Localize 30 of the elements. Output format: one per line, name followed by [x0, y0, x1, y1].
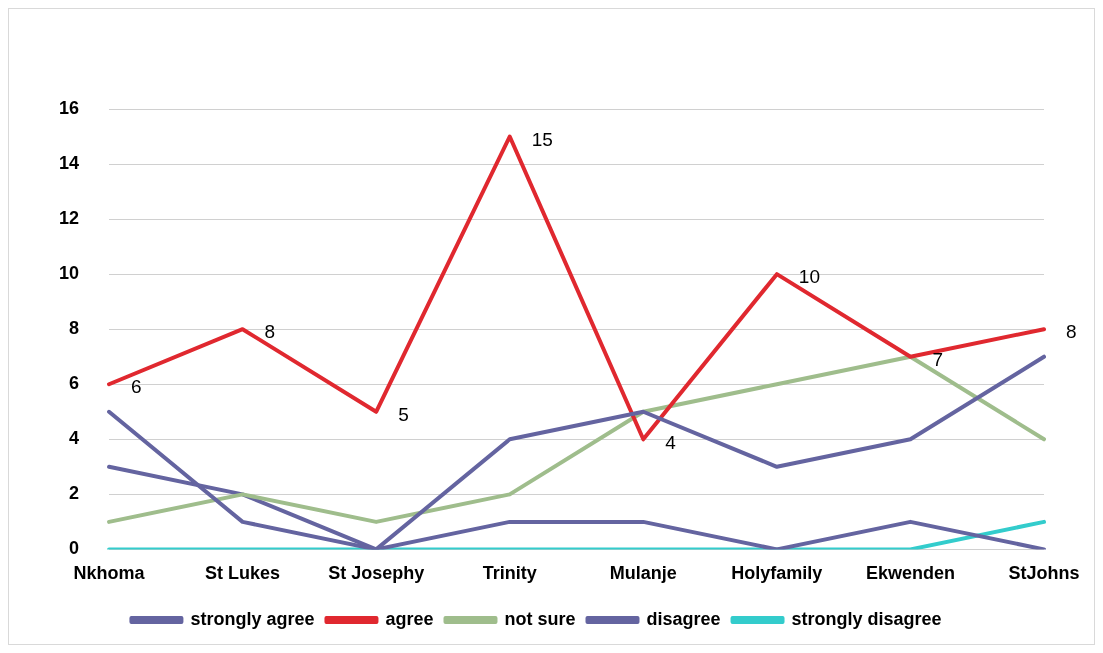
data-label: 4	[665, 431, 677, 453]
data-label: 7	[932, 348, 944, 370]
x-tick-label: Mulanje	[609, 563, 677, 584]
y-tick-label: 2	[69, 483, 80, 504]
x-tick-label: Trinity	[482, 563, 537, 584]
data-label: 8	[264, 321, 276, 343]
y-tick-label: 12	[58, 208, 80, 229]
y-tick-label: 6	[69, 373, 80, 394]
legend-label: disagree	[646, 608, 721, 629]
y-tick-label: 14	[58, 153, 80, 174]
y-tick-label: 4	[69, 428, 80, 449]
data-label: 5	[398, 404, 409, 426]
data-label: 8	[1066, 321, 1077, 343]
legend-label: strongly disagree	[791, 608, 942, 629]
y-tick-label: 16	[58, 97, 80, 118]
data-label: 10	[798, 266, 820, 288]
x-tick-label: Ekwenden	[865, 563, 955, 584]
data-label: 15	[531, 128, 553, 150]
legend-label: strongly agree	[190, 608, 315, 629]
x-tick-label: StJohns	[1008, 563, 1080, 584]
x-tick-label: St Lukes	[205, 563, 281, 584]
x-tick-label: Holyfamily	[731, 563, 823, 584]
data-label: 6	[131, 376, 142, 398]
legend-label: agree	[385, 608, 434, 629]
y-tick-label: 8	[69, 318, 80, 339]
y-tick-label: 10	[58, 263, 80, 284]
x-tick-label: Nkhoma	[73, 563, 146, 584]
y-tick-label: 0	[69, 538, 80, 559]
legend-label: not sure	[504, 608, 576, 629]
x-tick-label: St Josephy	[328, 563, 425, 584]
